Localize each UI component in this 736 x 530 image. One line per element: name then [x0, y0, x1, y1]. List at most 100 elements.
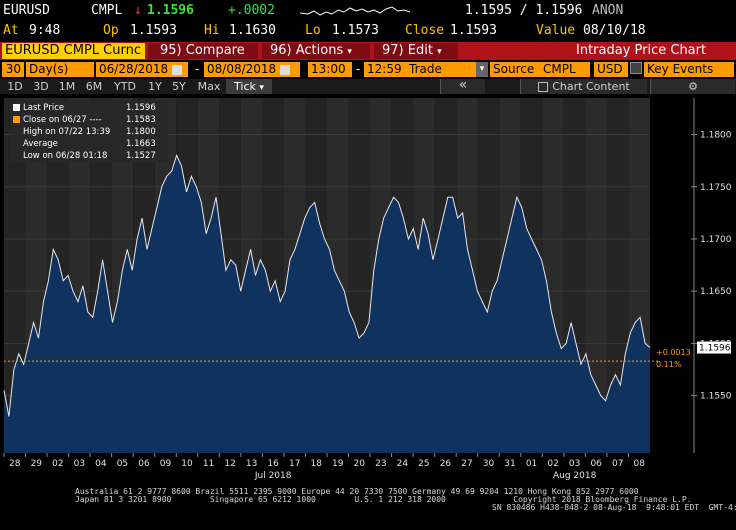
range-tab-5y[interactable]: 5Y [172, 80, 186, 93]
actions-button[interactable]: 96) Actions ▾ [262, 43, 370, 59]
x-tick-label: 24 [397, 459, 409, 469]
edit-button[interactable]: 97) Edit ▾ [374, 43, 458, 59]
y-tick-label: 1.1800 [700, 131, 732, 141]
footer: Australia 61 2 9777 8600 Brazil 5511 239… [0, 486, 736, 530]
tick-tab[interactable]: Tick ▾ [226, 79, 272, 94]
last-price-tag [697, 341, 731, 354]
chart-title: Intraday Price Chart [576, 43, 707, 58]
start-date-field[interactable]: 06/28/2018 [96, 62, 188, 77]
x-tick-label: 02 [52, 459, 63, 469]
x-tick-label: 27 [461, 459, 472, 469]
x-tick-label: 05 [117, 459, 128, 469]
end-time-field[interactable]: 12:59 [364, 62, 406, 77]
x-tick-label: 03 [569, 459, 580, 469]
legend-label: Last Price [23, 103, 65, 113]
down-arrow-icon: ↓ [134, 3, 142, 18]
x-tick-label: 04 [95, 459, 107, 469]
compare-button[interactable]: 95) Compare [148, 43, 258, 59]
low-label: Lo [305, 23, 321, 38]
legend-value: 1.1800 [126, 127, 156, 137]
quote-line-1: EURUSD CMPL ↓ 1.1596 +.0002 1.1595 / 1.1… [0, 0, 736, 21]
days-label: Day(s) [26, 62, 94, 77]
x-tick-label: 03 [74, 459, 85, 469]
x-month-label: Jul 2018 [254, 471, 292, 481]
end-date-field[interactable]: 08/08/2018 [204, 62, 300, 77]
x-tick-label: 26 [440, 459, 452, 469]
tick-dropdown-icon: ▾ [259, 83, 264, 93]
days-field[interactable]: 30 [2, 62, 24, 77]
ticker: EURUSD [3, 3, 50, 18]
start-date: 06/28/2018 [99, 62, 169, 76]
tick-label: Tick [234, 80, 256, 93]
chart-legend[interactable]: Last Price 1.1596 Close on 06/27 ---- 1.… [10, 100, 168, 162]
security-field[interactable]: EURUSD CMPL Curnc [2, 43, 145, 59]
x-tick-label: 11 [203, 459, 214, 469]
legend-label: Average [23, 139, 58, 149]
field-value: Trade [409, 62, 442, 76]
source-field[interactable]: CMPL [540, 62, 590, 77]
legend-swatch [13, 116, 20, 123]
x-tick-label: 10 [181, 459, 193, 469]
change-tag: +0.0013 [656, 348, 691, 357]
legend-label: Low on 06/28 01:18 [23, 151, 108, 161]
value-date: 08/10/18 [583, 23, 646, 38]
bid-ask: 1.1595 / 1.1596 [465, 3, 583, 18]
x-axis: 28 29 02 03 04 05 06 09 10 11 12 13 16 17 18 19 20 23 24 25… [3, 453, 645, 481]
x-tick-label: 06 [590, 459, 602, 469]
range-tab-1m[interactable]: 1M [58, 80, 76, 93]
y-tick-label: 1.1650 [700, 287, 732, 297]
legend-label: Close on 06/27 ---- [23, 115, 102, 125]
range-tab-ytd[interactable]: YTD [114, 80, 136, 93]
price-area [4, 155, 650, 453]
key-events-label: Key Events [644, 62, 734, 77]
settings-gear-icon[interactable]: ⚙ [650, 79, 735, 94]
field-dropdown-icon[interactable]: ▾ [476, 62, 488, 77]
x-tick-label: 29 [31, 459, 43, 469]
x-tick-label: 31 [504, 459, 515, 469]
range-tab-1d[interactable]: 1D [7, 80, 23, 93]
range-tab-6m[interactable]: 6M [85, 80, 103, 93]
x-tick-label: 20 [354, 459, 366, 469]
x-tick-label: 18 [311, 459, 323, 469]
high-value: 1.1630 [229, 23, 276, 38]
end-date: 08/08/2018 [207, 62, 277, 76]
field-select[interactable]: Trade ▾ [406, 62, 488, 77]
open-label: Op [103, 23, 119, 38]
range-tab-1y[interactable]: 1Y [148, 80, 162, 93]
date-separator: - [195, 62, 200, 76]
chart-content-button[interactable]: Chart Content [520, 79, 647, 94]
actions-label: 96) Actions [270, 43, 344, 58]
y-tick-label: 1.1750 [700, 183, 732, 193]
calendar-icon[interactable] [280, 64, 290, 75]
range-bar: 1D 3D 1M 6M YTD 1Y 5Y Max Tick ▾ « Chart… [0, 78, 736, 94]
x-tick-label: 01 [526, 459, 537, 469]
x-month-label: Aug 2018 [553, 471, 597, 481]
last-price-tag-text: 1.1596 [699, 344, 731, 354]
x-tick-label: 12 [224, 459, 235, 469]
value-label: Value [536, 23, 576, 38]
x-tick-label: 07 [612, 459, 623, 469]
x-tick-label: 25 [418, 459, 429, 469]
start-time-field[interactable]: 13:00 [308, 62, 352, 77]
legend-value: 1.1663 [126, 139, 156, 149]
calendar-icon[interactable] [172, 64, 182, 75]
x-tick-label: 30 [483, 459, 495, 469]
collapse-panel-button[interactable]: « [440, 78, 485, 94]
open-value: 1.1593 [130, 23, 177, 38]
low-value: 1.1573 [332, 23, 379, 38]
legend-label: High on 07/22 13:39 [23, 127, 111, 137]
legend-value: 1.1583 [126, 115, 156, 125]
source-label: Source [490, 62, 540, 77]
last-price: 1.1596 [147, 3, 194, 18]
legend-value: 1.1527 [126, 151, 156, 161]
range-tab-max[interactable]: Max [197, 80, 221, 93]
key-events-checkbox[interactable] [630, 62, 642, 74]
currency-field[interactable]: USD [594, 62, 628, 77]
edit-dropdown-icon: ▾ [437, 47, 442, 57]
range-tab-3d[interactable]: 3D [33, 80, 49, 93]
legend-swatch [13, 104, 20, 111]
quote-line-2: At 9:48 Op 1.1593 Hi 1.1630 Lo 1.1573 Cl… [0, 21, 736, 41]
close-value: 1.1593 [450, 23, 497, 38]
price-tags: 1.1596 +0.0013 0.11% [656, 341, 731, 369]
